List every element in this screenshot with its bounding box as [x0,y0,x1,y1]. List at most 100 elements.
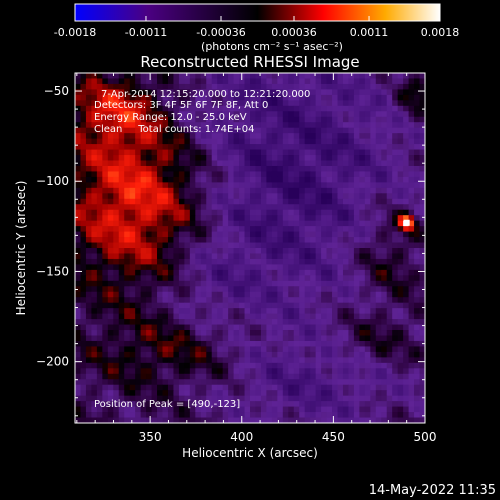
heatmap-cell [85,242,92,249]
heatmap-cell [162,280,169,287]
heatmap-cell [80,105,87,112]
heatmap-cell [408,209,415,216]
heatmap-cell [184,401,191,407]
heatmap-cell [408,401,415,407]
heatmap-cell [135,275,142,282]
heatmap-cell [80,373,87,380]
heatmap-cell [408,226,415,232]
heatmap-cell [96,280,103,287]
heatmap-cell [260,248,267,254]
heatmap-cell [157,111,163,118]
heatmap-cell [277,395,284,402]
heatmap-cell [140,149,147,156]
heatmap-cell [326,357,333,364]
heatmap-cell [353,291,360,298]
heatmap-cell [304,330,311,336]
heatmap-cell [260,302,267,309]
heatmap-cell [146,280,152,287]
heatmap-cell [255,83,262,90]
heatmap-cell [310,362,317,369]
heatmap-cell [80,242,87,249]
heatmap-cell [217,286,224,293]
heatmap-cell [200,308,207,315]
heatmap-cell [239,346,245,353]
heatmap-cell [217,193,224,200]
heatmap-cell [414,94,420,101]
heatmap-cell [113,291,120,298]
heatmap-cell [85,133,92,140]
heatmap-cell [107,111,114,118]
heatmap-cell [113,220,120,227]
heatmap-cell [135,406,142,413]
heatmap-cell [129,231,136,238]
heatmap-cell [408,215,415,222]
heatmap-cell [85,280,92,287]
heatmap-cell [282,116,289,123]
heatmap-cell [129,286,136,293]
heatmap-cell [200,193,207,200]
heatmap-cell [222,362,229,369]
heatmap-cell [146,357,152,364]
heatmap-cell [403,308,409,315]
heatmap-cell [250,198,256,205]
heatmap-cell [337,340,344,347]
heatmap-cell [228,335,234,342]
heatmap-cell [85,122,92,129]
heatmap-cell [96,242,103,249]
heatmap-cell [414,286,420,293]
heatmap-cell [304,258,311,265]
heatmap-cell [211,417,218,423]
heatmap-cell [392,127,399,134]
heatmap-cell [85,390,92,397]
heatmap-cell [277,351,284,358]
heatmap-cell [375,335,382,342]
heatmap-cell [359,401,366,407]
heatmap-cell [228,269,234,276]
heatmap-cell [189,127,196,134]
heatmap-cell [277,198,284,205]
heatmap-cell [162,165,169,172]
heatmap-cell [91,171,98,178]
heatmap-cell [353,78,360,85]
heatmap-cell [173,204,180,211]
heatmap-cell [250,395,256,402]
heatmap-cell [162,78,169,85]
heatmap-cell [222,264,229,271]
heatmap-cell [157,302,163,309]
heatmap-cell [277,94,284,101]
heatmap-cell [217,269,224,276]
heatmap-cell [200,346,207,353]
heatmap-cell [189,122,196,129]
heatmap-cell [299,237,306,243]
heatmap-cell [250,149,256,156]
heatmap-cell [102,313,109,320]
heatmap-cell [282,308,289,315]
heatmap-cell [96,204,103,211]
heatmap-cell [337,264,344,271]
heatmap-cell [293,390,300,397]
heatmap-cell [348,220,355,227]
heatmap-cell [342,176,349,183]
heatmap-cell [178,264,185,271]
heatmap-cell [184,231,191,238]
heatmap-cell [211,275,218,282]
heatmap-cell [375,215,382,222]
heatmap-cell [157,248,163,254]
heatmap-cell [184,242,191,249]
heatmap-cell [217,412,224,418]
heatmap-cell [282,165,289,172]
heatmap-cell [228,275,234,282]
heatmap-cell [348,340,355,347]
heatmap-cell [282,187,289,194]
heatmap-cell [91,335,98,342]
heatmap-cell [397,237,404,243]
heatmap-cell [151,73,158,79]
heatmap-cell [408,275,415,282]
heatmap-cell [408,269,415,276]
heatmap-cell [244,231,251,238]
heatmap-cell [200,111,207,118]
heatmap-cell [206,280,213,287]
heatmap-cell [326,100,333,107]
heatmap-cell [222,176,229,183]
heatmap-cell [80,231,87,238]
